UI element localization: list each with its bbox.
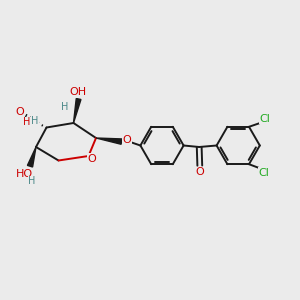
Text: H: H [61, 101, 68, 112]
Text: O: O [122, 135, 131, 146]
Text: O: O [195, 167, 204, 177]
Text: O: O [15, 106, 24, 117]
Text: Cl: Cl [260, 114, 270, 124]
Polygon shape [74, 98, 81, 123]
Text: OH: OH [69, 87, 87, 98]
Text: H: H [23, 117, 30, 128]
Text: O: O [87, 154, 96, 164]
Polygon shape [96, 138, 122, 144]
Text: H: H [32, 116, 39, 127]
Polygon shape [27, 147, 36, 167]
Text: Cl: Cl [259, 168, 269, 178]
Text: HO: HO [16, 169, 34, 179]
Text: H: H [28, 176, 35, 186]
